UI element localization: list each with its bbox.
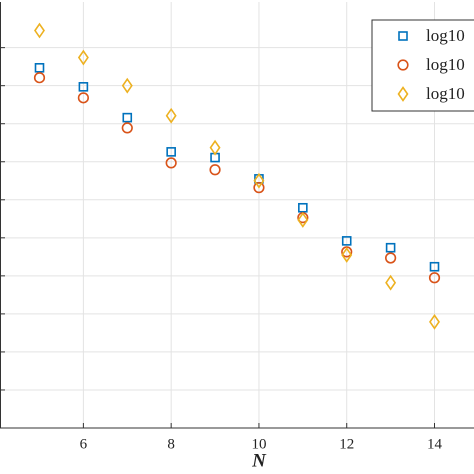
marker [385,274,397,291]
marker [122,112,133,123]
marker [209,139,221,156]
marker [297,212,309,228]
marker [428,272,441,284]
marker [165,107,177,124]
marker [34,22,45,39]
marker [429,261,440,272]
x-tick-label: 12 [339,436,354,452]
marker [34,63,45,73]
marker [385,252,397,264]
marker [33,72,46,84]
marker [166,147,176,157]
marker [121,77,133,94]
marker [341,247,353,263]
marker [429,313,440,330]
legend-label: log10 [426,55,465,74]
x-axis-label: N [251,450,267,471]
x-tick-label: 10 [251,436,266,452]
marker [121,122,133,134]
marker [385,242,396,253]
marker [397,86,409,102]
x-tick-label: 6 [80,436,88,452]
marker [77,92,89,104]
x-tick-label: 14 [427,436,443,452]
legend-box [371,19,474,112]
marker [253,172,265,189]
marker [298,202,308,213]
marker [397,59,409,71]
marker [78,82,89,92]
marker [77,49,89,66]
marker [253,182,265,194]
legend-label: log10 [426,84,465,103]
legend-label: log10 [426,26,465,45]
marker [165,157,177,169]
x-tick-label: 8 [167,436,175,452]
marker [398,31,408,41]
marker [341,236,352,246]
marker [209,164,221,176]
